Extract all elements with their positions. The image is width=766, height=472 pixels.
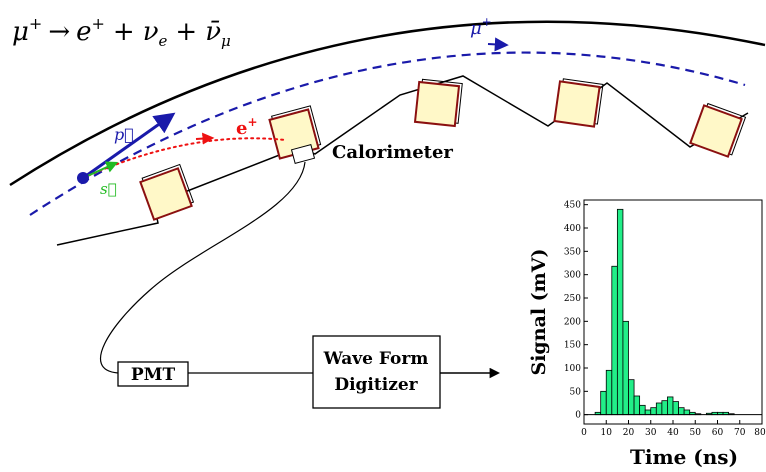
- histogram-bar: [600, 390, 607, 416]
- calorimeter-label: Calorimeter: [332, 142, 453, 163]
- histogram-bar: [639, 404, 646, 416]
- y-tick-label: 400: [564, 224, 581, 234]
- y-tick-label: 50: [570, 387, 582, 397]
- y-tick-label: 0: [575, 411, 581, 421]
- histogram-bar: [611, 265, 618, 416]
- y-axis-label: Signal (mV): [528, 248, 550, 375]
- calorimeter-group: [139, 78, 747, 221]
- x-tick-label: 20: [623, 428, 635, 438]
- histogram-bar: [616, 208, 624, 416]
- histogram-bar: [644, 409, 652, 416]
- histogram-bar: [667, 396, 674, 416]
- x-tick-label: 50: [690, 428, 702, 438]
- calorimeter-1: [139, 163, 195, 221]
- signal-histogram: 0 50 100 150 200 250 300 350 400 450 0 10 20 30 40 50 6…: [528, 199, 766, 469]
- y-tick-label: 200: [564, 317, 581, 327]
- histogram-bar: [605, 369, 613, 416]
- histogram-bar: [672, 401, 679, 416]
- histogram-bar: [678, 407, 685, 416]
- y-axis-ticks: 0 50 100 150 200 250 300 350 400 450: [564, 201, 588, 421]
- spin-vector: [82, 161, 119, 179]
- muon-orbit-label: μ+: [470, 15, 492, 39]
- histogram-bar: [661, 400, 668, 416]
- calorimeter-4: [553, 78, 604, 128]
- pmt-label: PMT: [131, 365, 176, 385]
- decay-equation: μ+ → e+ + νe + ν̄μ: [12, 14, 231, 50]
- storage-ring-outer: [9, 20, 766, 187]
- histogram-bar: [655, 402, 663, 416]
- muon-orbit: [29, 51, 746, 216]
- x-tick-label: 60: [712, 428, 724, 438]
- calorimeter-5: [689, 102, 747, 158]
- momentum-vector: [82, 112, 176, 180]
- signal-cable: [99, 161, 306, 374]
- digitizer-label-line1: Wave Form: [323, 349, 429, 369]
- pmt-box: [117, 361, 189, 387]
- x-tick-label: 70: [734, 428, 746, 438]
- y-tick-label: 250: [564, 294, 581, 304]
- muon-particle: [77, 172, 89, 184]
- x-tick-label: 0: [581, 428, 587, 438]
- histogram-bar: [628, 379, 635, 416]
- pmt-sensor: [290, 144, 316, 164]
- histogram-bar: [622, 320, 629, 416]
- histogram-bar: [683, 409, 691, 416]
- digitizer-label-line2: Digitizer: [334, 375, 418, 395]
- x-tick-label: 80: [754, 428, 766, 438]
- x-tick-label: 10: [601, 428, 613, 438]
- y-tick-label: 450: [564, 201, 581, 211]
- muon-orbit-arrow: [487, 37, 509, 52]
- x-tick-label: 40: [667, 428, 679, 438]
- y-tick-label: 150: [564, 341, 581, 351]
- y-tick-label: 350: [564, 247, 581, 257]
- histogram-bar: [633, 395, 641, 416]
- positron-arrow: [195, 132, 215, 145]
- x-axis-label: Time (ns): [630, 445, 738, 469]
- histogram-bar: [650, 407, 657, 416]
- x-tick-label: 30: [645, 428, 657, 438]
- y-tick-label: 300: [564, 271, 581, 281]
- y-tick-label: 100: [564, 364, 581, 374]
- calorimeter-3: [413, 78, 463, 128]
- momentum-label: p⃗: [114, 125, 134, 144]
- x-axis-ticks: 0 10 20 30 40 50 60 70 80: [581, 420, 766, 438]
- positron-track: [82, 137, 286, 179]
- digitizer-box: [312, 335, 441, 409]
- spin-label: s⃗: [100, 180, 117, 198]
- positron-label: e+: [236, 115, 258, 139]
